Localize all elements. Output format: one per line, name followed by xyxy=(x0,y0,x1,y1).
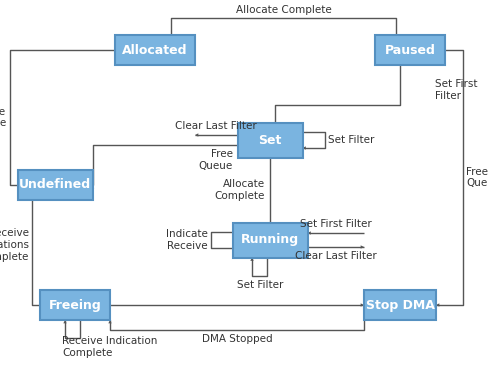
Text: Running: Running xyxy=(241,233,299,246)
Text: DMA Stopped: DMA Stopped xyxy=(202,334,273,344)
Text: Set Filter: Set Filter xyxy=(327,135,374,145)
Text: Free
Queue: Free Queue xyxy=(466,167,488,188)
FancyBboxPatch shape xyxy=(40,290,110,320)
FancyBboxPatch shape xyxy=(238,122,303,158)
Text: Set First Filter: Set First Filter xyxy=(300,219,372,229)
Text: All Receive
Indications
Complete: All Receive Indications Complete xyxy=(0,229,29,262)
Text: Set: Set xyxy=(258,134,282,147)
FancyBboxPatch shape xyxy=(18,170,93,200)
FancyBboxPatch shape xyxy=(364,290,436,320)
Text: Clear Last Filter: Clear Last Filter xyxy=(295,251,377,261)
Text: Allocate
Complete: Allocate Complete xyxy=(215,179,265,201)
Text: Stop DMA: Stop DMA xyxy=(366,299,434,312)
Text: Freeing: Freeing xyxy=(49,299,102,312)
Text: Allocate Complete: Allocate Complete xyxy=(236,5,331,15)
Text: Free
Queue: Free Queue xyxy=(198,149,232,171)
Text: Receive Indication
Complete: Receive Indication Complete xyxy=(62,336,157,358)
Text: Paused: Paused xyxy=(385,43,435,56)
Text: Set First
Filter: Set First Filter xyxy=(435,79,477,101)
Text: Allocate
Queue: Allocate Queue xyxy=(0,107,6,128)
FancyBboxPatch shape xyxy=(115,35,195,65)
Text: Indicate
Receive: Indicate Receive xyxy=(165,229,207,251)
Text: Set Filter: Set Filter xyxy=(237,280,283,290)
Text: Undefined: Undefined xyxy=(19,178,91,191)
Text: Clear Last Filter: Clear Last Filter xyxy=(175,121,257,131)
FancyBboxPatch shape xyxy=(232,223,307,257)
FancyBboxPatch shape xyxy=(375,35,445,65)
Text: Allocated: Allocated xyxy=(122,43,188,56)
